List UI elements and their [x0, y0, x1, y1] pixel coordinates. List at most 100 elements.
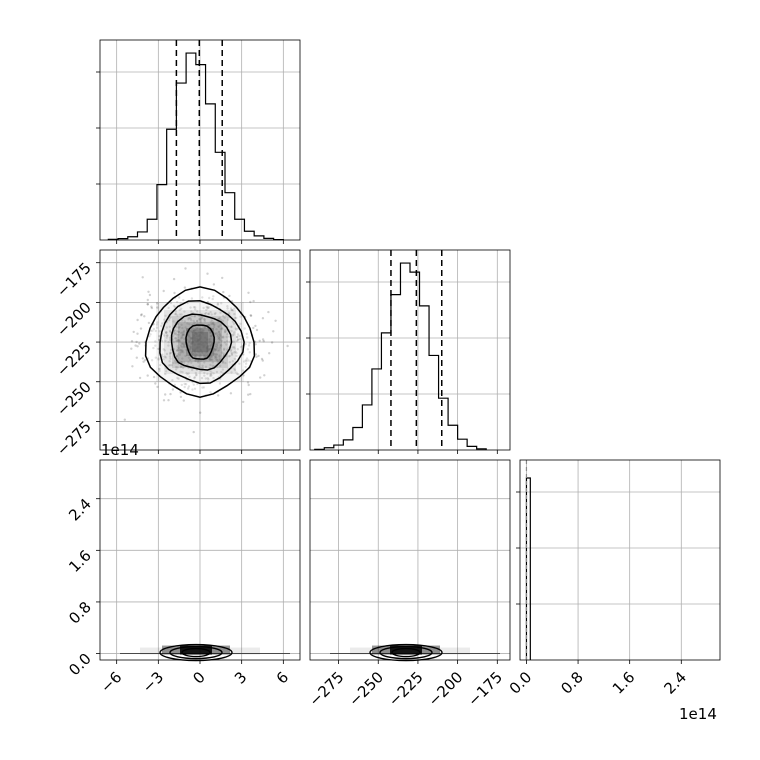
- scatter-point: [221, 361, 225, 364]
- scatter-point: [180, 331, 183, 335]
- scatter-point: [175, 333, 179, 336]
- scatter-point: [199, 335, 202, 338]
- scatter-point: [230, 308, 234, 312]
- scatter-point: [219, 343, 222, 347]
- scatter-point: [201, 364, 204, 367]
- scatter-point: [248, 351, 251, 354]
- scatter-point: [176, 353, 179, 356]
- scatter-point: [207, 338, 211, 341]
- scatter-point: [234, 327, 237, 330]
- scatter-point: [215, 358, 219, 361]
- scatter-point: [230, 308, 233, 312]
- scatter-point: [196, 335, 199, 338]
- scatter-point: [141, 357, 144, 360]
- scatter-point: [187, 344, 190, 348]
- scatter-point: [163, 355, 167, 358]
- scatter-point: [193, 376, 197, 379]
- scatter-point: [156, 385, 159, 389]
- scatter-point: [206, 346, 209, 350]
- scatter-point: [170, 364, 173, 367]
- scatter-point: [181, 331, 184, 334]
- scatter-point: [181, 357, 184, 360]
- scatter-point: [233, 331, 236, 334]
- scatter-point: [218, 355, 221, 358]
- scatter-point: [175, 355, 178, 358]
- scatter-point: [157, 347, 160, 351]
- scatter-point: [218, 354, 221, 357]
- scatter-param1-param2-contour-1: [159, 300, 245, 385]
- scatter-point: [179, 349, 183, 352]
- scatter-point: [214, 356, 217, 360]
- scatter-point: [217, 341, 220, 344]
- scatter-point: [234, 350, 237, 353]
- scatter-point: [199, 318, 202, 321]
- scatter-point: [190, 310, 193, 313]
- scatter-point: [171, 388, 175, 391]
- scatter-point: [177, 339, 180, 342]
- scatter-point: [236, 333, 240, 336]
- scatter-point: [176, 300, 179, 304]
- scatter-point: [202, 341, 205, 345]
- scatter-point: [164, 356, 168, 359]
- scatter-point: [177, 348, 180, 352]
- col1-x-label-0: −6: [97, 668, 125, 696]
- scatter-point: [188, 316, 191, 320]
- scatter-point: [209, 331, 212, 334]
- scatter-point: [203, 326, 207, 329]
- scatter-point: [249, 392, 252, 396]
- scatter-point: [194, 371, 197, 375]
- scatter-point: [176, 376, 179, 380]
- scatter-point: [206, 347, 209, 351]
- scatter-point: [236, 338, 240, 341]
- scatter-point: [179, 351, 182, 354]
- scatter-point: [164, 393, 167, 396]
- scatter-param2-param3-frame: [309, 459, 511, 661]
- scatter-point: [169, 351, 172, 354]
- scatter-point: [185, 348, 188, 351]
- scatter-point: [211, 327, 214, 331]
- scatter-point: [158, 367, 161, 371]
- scatter-point: [200, 350, 203, 354]
- scatter-point: [173, 305, 177, 309]
- scatter-point: [197, 351, 200, 354]
- scatter-point: [147, 321, 151, 325]
- scatter-point: [191, 348, 194, 351]
- scatter-point: [183, 345, 186, 349]
- scatter-point: [192, 333, 195, 336]
- scatter-point: [198, 334, 201, 338]
- scatter-point: [189, 346, 192, 350]
- scatter-point: [176, 345, 179, 348]
- scatter-point: [190, 342, 193, 346]
- scatter-point: [194, 359, 197, 362]
- scatter-point: [211, 322, 214, 325]
- scatter-point: [227, 355, 231, 358]
- scatter-point: [215, 343, 219, 346]
- scatter-point: [201, 330, 205, 333]
- scatter-param1-param3-contour-0: [159, 643, 233, 662]
- scatter-point: [189, 347, 192, 350]
- scatter-point: [156, 306, 159, 309]
- scatter-point: [200, 316, 203, 319]
- scatter-point: [155, 326, 159, 329]
- scatter-point: [223, 341, 226, 344]
- scatter-point: [188, 340, 191, 344]
- scatter-point: [180, 342, 184, 345]
- scatter-point: [217, 336, 220, 339]
- scatter-point: [238, 334, 241, 338]
- scatter-point: [209, 320, 212, 323]
- scatter-point: [202, 329, 205, 332]
- scatter-point: [168, 336, 172, 339]
- scatter-point: [194, 325, 197, 329]
- row3-y-label-3: 0.0: [65, 650, 95, 680]
- scatter-point: [242, 374, 245, 377]
- scatter-point: [192, 430, 195, 434]
- scatter-point: [192, 383, 195, 386]
- scatter-point: [140, 313, 143, 316]
- scatter-point: [218, 336, 221, 340]
- scatter-point: [192, 329, 196, 333]
- scatter-point: [203, 312, 207, 316]
- scatter-point: [216, 302, 220, 305]
- scatter-point: [215, 353, 218, 356]
- scatter-point: [164, 372, 167, 376]
- scatter-point: [203, 320, 206, 323]
